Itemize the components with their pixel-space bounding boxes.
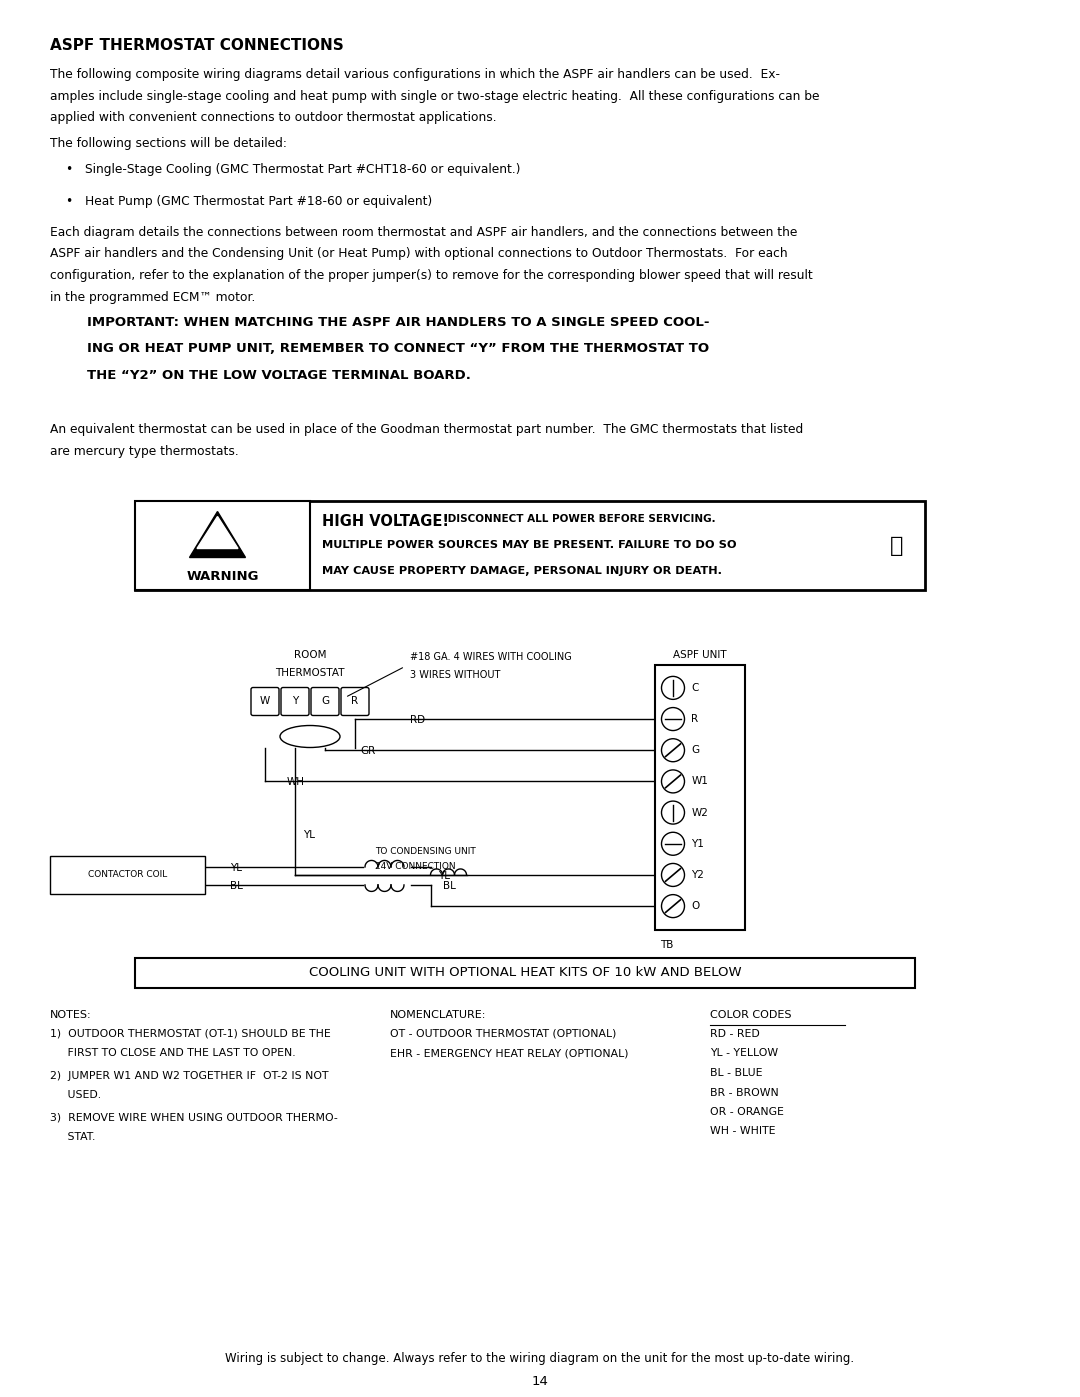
Text: configuration, refer to the explanation of the proper jumper(s) to remove for th: configuration, refer to the explanation … (50, 270, 813, 282)
Text: OR - ORANGE: OR - ORANGE (710, 1106, 784, 1118)
Text: BR - BROWN: BR - BROWN (710, 1087, 779, 1098)
Text: An equivalent thermostat can be used in place of the Goodman thermostat part num: An equivalent thermostat can be used in … (50, 423, 804, 436)
Text: Y: Y (292, 697, 298, 707)
Text: amples include single-stage cooling and heat pump with single or two-stage elect: amples include single-stage cooling and … (50, 89, 820, 102)
Polygon shape (189, 511, 245, 557)
Text: NOMENCLATURE:: NOMENCLATURE: (390, 1010, 486, 1020)
Text: ASPF air handlers and the Condensing Unit (or Heat Pump) with optional connectio: ASPF air handlers and the Condensing Uni… (50, 247, 787, 260)
Text: YL: YL (230, 863, 242, 873)
Text: THE “Y2” ON THE LOW VOLTAGE TERMINAL BOARD.: THE “Y2” ON THE LOW VOLTAGE TERMINAL BOA… (50, 369, 471, 381)
Text: EHR - EMERGENCY HEAT RELAY (OPTIONAL): EHR - EMERGENCY HEAT RELAY (OPTIONAL) (390, 1049, 629, 1059)
Text: Y2: Y2 (691, 870, 704, 880)
Text: ASPF THERMOSTAT CONNECTIONS: ASPF THERMOSTAT CONNECTIONS (50, 38, 343, 53)
Text: COLOR CODES: COLOR CODES (710, 1010, 792, 1020)
Text: Wiring is subject to change. Always refer to the wiring diagram on the unit for : Wiring is subject to change. Always refe… (226, 1352, 854, 1365)
Text: YL: YL (438, 870, 450, 882)
Text: W: W (260, 697, 270, 707)
Text: Y1: Y1 (691, 838, 704, 849)
Text: !: ! (214, 528, 220, 542)
FancyBboxPatch shape (135, 502, 924, 590)
Circle shape (661, 676, 685, 700)
FancyBboxPatch shape (135, 957, 915, 988)
Text: 3)  REMOVE WIRE WHEN USING OUTDOOR THERMO-: 3) REMOVE WIRE WHEN USING OUTDOOR THERMO… (50, 1113, 338, 1123)
FancyBboxPatch shape (341, 687, 369, 715)
Circle shape (661, 894, 685, 918)
Text: WH: WH (287, 777, 305, 788)
Text: HIGH VOLTAGE!: HIGH VOLTAGE! (322, 514, 449, 529)
Text: The following sections will be detailed:: The following sections will be detailed: (50, 137, 287, 149)
Text: CONTACTOR COIL: CONTACTOR COIL (87, 870, 167, 880)
Text: THERMOSTAT: THERMOSTAT (275, 668, 345, 678)
Text: OT - OUTDOOR THERMOSTAT (OPTIONAL): OT - OUTDOOR THERMOSTAT (OPTIONAL) (390, 1030, 617, 1039)
Text: R: R (351, 697, 359, 707)
FancyBboxPatch shape (311, 687, 339, 715)
Text: 14: 14 (531, 1375, 549, 1389)
Text: BL: BL (230, 882, 243, 891)
Text: YL: YL (303, 830, 315, 840)
Text: RD - RED: RD - RED (710, 1030, 759, 1039)
Text: R: R (691, 714, 699, 724)
Text: The following composite wiring diagrams detail various configurations in which t: The following composite wiring diagrams … (50, 68, 780, 81)
Text: NOTES:: NOTES: (50, 1010, 92, 1020)
Circle shape (661, 707, 685, 731)
Circle shape (661, 770, 685, 793)
FancyBboxPatch shape (654, 665, 745, 929)
Text: •: • (65, 194, 72, 208)
Text: G: G (691, 745, 700, 756)
Text: are mercury type thermostats.: are mercury type thermostats. (50, 446, 239, 458)
FancyBboxPatch shape (50, 856, 205, 894)
Text: in the programmed ECM™ motor.: in the programmed ECM™ motor. (50, 291, 255, 303)
Text: 24V CONNECTION: 24V CONNECTION (375, 862, 456, 870)
Text: BL: BL (443, 882, 456, 891)
Text: IMPORTANT: WHEN MATCHING THE ASPF AIR HANDLERS TO A SINGLE SPEED COOL-: IMPORTANT: WHEN MATCHING THE ASPF AIR HA… (50, 316, 710, 330)
Text: ING OR HEAT PUMP UNIT, REMEMBER TO CONNECT “Y” FROM THE THERMOSTAT TO: ING OR HEAT PUMP UNIT, REMEMBER TO CONNE… (50, 342, 710, 355)
Ellipse shape (280, 725, 340, 747)
FancyBboxPatch shape (135, 502, 310, 590)
Polygon shape (197, 517, 238, 549)
Text: 🧤: 🧤 (890, 535, 904, 556)
Text: MULTIPLE POWER SOURCES MAY BE PRESENT. FAILURE TO DO SO: MULTIPLE POWER SOURCES MAY BE PRESENT. F… (322, 541, 737, 550)
Text: W1: W1 (691, 777, 708, 787)
FancyBboxPatch shape (251, 687, 279, 715)
Text: WH - WHITE: WH - WHITE (710, 1126, 775, 1137)
Text: FIRST TO CLOSE AND THE LAST TO OPEN.: FIRST TO CLOSE AND THE LAST TO OPEN. (50, 1049, 296, 1059)
Text: •: • (65, 163, 72, 176)
Text: Each diagram details the connections between room thermostat and ASPF air handle: Each diagram details the connections bet… (50, 226, 797, 239)
Text: ASPF UNIT: ASPF UNIT (673, 650, 727, 659)
Text: G: G (321, 697, 329, 707)
Circle shape (661, 833, 685, 855)
Text: BL - BLUE: BL - BLUE (710, 1067, 762, 1078)
Text: STAT.: STAT. (50, 1133, 95, 1143)
Text: COOLING UNIT WITH OPTIONAL HEAT KITS OF 10 kW AND BELOW: COOLING UNIT WITH OPTIONAL HEAT KITS OF … (309, 965, 741, 979)
Circle shape (661, 800, 685, 824)
Text: W2: W2 (691, 807, 708, 817)
Text: 1)  OUTDOOR THERMOSTAT (OT-1) SHOULD BE THE: 1) OUTDOOR THERMOSTAT (OT-1) SHOULD BE T… (50, 1030, 330, 1039)
FancyBboxPatch shape (281, 687, 309, 715)
Text: O: O (691, 901, 700, 911)
Text: 3 WIRES WITHOUT: 3 WIRES WITHOUT (410, 669, 500, 679)
Text: #18 GA. 4 WIRES WITH COOLING: #18 GA. 4 WIRES WITH COOLING (410, 652, 571, 662)
Text: YL - YELLOW: YL - YELLOW (710, 1049, 778, 1059)
Text: USED.: USED. (50, 1091, 102, 1101)
Text: applied with convenient connections to outdoor thermostat applications.: applied with convenient connections to o… (50, 110, 497, 124)
Text: Heat Pump (GMC Thermostat Part #18-60 or equivalent): Heat Pump (GMC Thermostat Part #18-60 or… (85, 194, 432, 208)
Text: 2)  JUMPER W1 AND W2 TOGETHER IF  OT-2 IS NOT: 2) JUMPER W1 AND W2 TOGETHER IF OT-2 IS … (50, 1071, 328, 1081)
Text: RD: RD (410, 715, 426, 725)
Circle shape (661, 739, 685, 761)
Text: TB: TB (660, 940, 673, 950)
Circle shape (661, 863, 685, 887)
Text: C: C (691, 683, 699, 693)
Text: TO CONDENSING UNIT: TO CONDENSING UNIT (375, 847, 476, 856)
Text: WARNING: WARNING (186, 570, 259, 583)
Text: MAY CAUSE PROPERTY DAMAGE, PERSONAL INJURY OR DEATH.: MAY CAUSE PROPERTY DAMAGE, PERSONAL INJU… (322, 567, 723, 577)
Text: Single-Stage Cooling (GMC Thermostat Part #CHT18-60 or equivalent.): Single-Stage Cooling (GMC Thermostat Par… (85, 163, 521, 176)
Text: DISCONNECT ALL POWER BEFORE SERVICING.: DISCONNECT ALL POWER BEFORE SERVICING. (444, 514, 716, 524)
Text: ROOM: ROOM (294, 650, 326, 659)
Text: GR: GR (360, 746, 375, 756)
